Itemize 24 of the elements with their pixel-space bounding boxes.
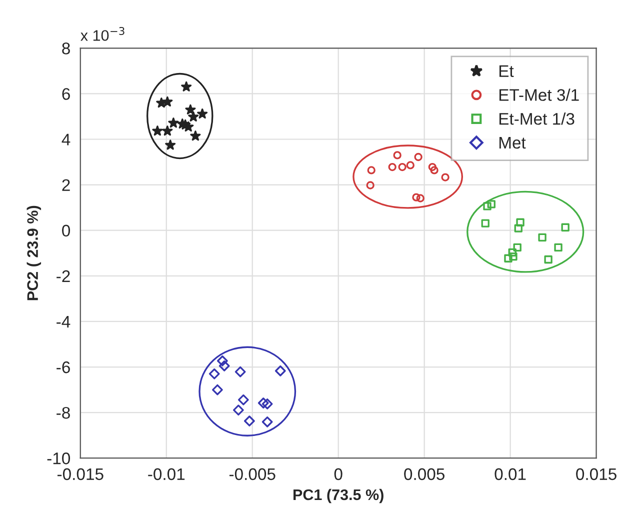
y-tick-label: -8	[56, 406, 70, 419]
y-tick-label: -6	[56, 361, 70, 374]
y-tick-label: -10	[47, 452, 70, 464]
x-tick-label: 0	[334, 468, 342, 480]
y-tick-label: 8	[62, 42, 70, 54]
x-tick-label: 0.01	[494, 468, 526, 480]
x-tick-label: -0.005	[229, 468, 276, 480]
y-tick-label: 0	[62, 224, 70, 237]
legend-label: Et-Met 1/3	[499, 112, 574, 125]
y-tick-label: 4	[62, 134, 70, 146]
legend-label: ET-Met 3/1	[499, 88, 579, 101]
y-axis-title: PC2 ( 23.9 %)	[26, 206, 42, 300]
y-tick-label: 2	[62, 179, 70, 191]
text: x 10$^{−3}$	[80, 26, 124, 41]
x-tick-label: -0.015	[58, 468, 104, 480]
x-tick-label: -0.01	[148, 468, 185, 480]
x-tick-label: 0.015	[576, 468, 616, 480]
legend-label: Et	[499, 65, 514, 78]
x-axis-title: PC1 (73.5 %)	[294, 488, 384, 504]
y-tick-label: -4	[56, 316, 70, 328]
y-tick-label: 6	[62, 88, 70, 100]
legend-label: Met	[499, 137, 526, 149]
y-tick-label: -2	[56, 270, 70, 282]
x-tick-label: 0.005	[404, 468, 444, 480]
